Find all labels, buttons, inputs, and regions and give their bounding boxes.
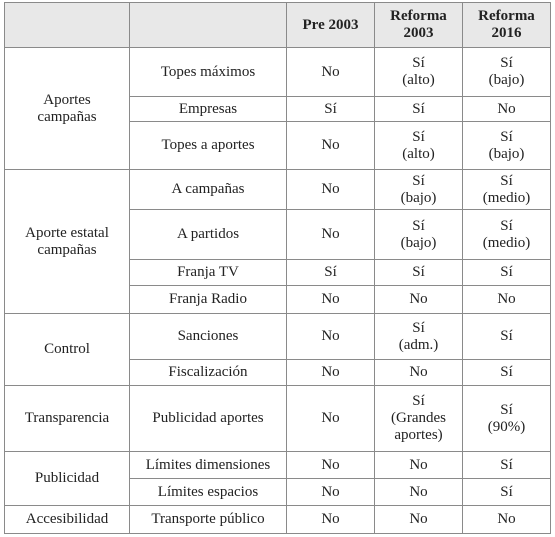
table-cell: Sí [286,259,375,286]
group-label: Accesibilidad [4,505,130,534]
header-cell [129,2,287,48]
table-cell: Sí (Grandes aportes) [374,385,463,452]
header-cell [4,2,130,48]
table-cell: Sí [374,259,463,286]
table-cell: No [286,47,375,97]
table-cell: No [286,385,375,452]
table-cell: No [462,96,551,122]
table-cell: Sí (90%) [462,385,551,452]
table-cell: Sí [286,96,375,122]
table-cell: No [286,505,375,534]
group-label: Aporte estatal campañas [4,169,130,314]
row-label: Transporte público [129,505,287,534]
header-cell: Reforma 2003 [374,2,463,48]
table-cell: No [374,359,463,386]
table-cell: Sí (alto) [374,47,463,97]
header-row: Pre 2003 Reforma 2003 Reforma 2016 [4,2,551,48]
table-row: A partidos No Sí (bajo) Sí (medio) [5,209,551,260]
header-cell: Reforma 2016 [462,2,551,48]
table-row: Fiscalización No No Sí [5,359,551,386]
table-cell: No [286,359,375,386]
row-label: Empresas [129,96,287,122]
row-label: Topes a aportes [129,121,287,170]
table-cell: No [286,313,375,360]
table-cell: No [286,478,375,506]
table: Pre 2003 Reforma 2003 Reforma 2016 Aportes… [4,2,551,534]
table-row: Transparencia Publicidad aportes No Sí (Gra… [4,385,551,452]
table-cell: No [286,169,375,210]
row-label: Límites dimensiones [129,451,287,479]
group-label: Aportes campañas [4,47,130,170]
row-label: Franja TV [129,259,287,286]
table-cell: Sí [462,313,551,360]
table-cell: Sí [462,259,551,286]
row-label: Publicidad aportes [129,385,287,452]
table-cell: No [374,451,463,479]
table-cell: Sí (bajo) [462,121,551,170]
table-cell: No [374,285,463,314]
table-cell: No [374,478,463,506]
table-cell: Sí [462,451,551,479]
group-label: Control [4,313,130,386]
table-row: Empresas Sí Sí No [5,96,551,122]
row-label: Límites espacios [129,478,287,506]
table-cell: Sí (alto) [374,121,463,170]
table-row: Accesibilidad Transporte público No No No [4,505,551,534]
table-cell: Sí (bajo) [462,47,551,97]
table-cell: No [286,451,375,479]
table-row: Franja TV Sí Sí Sí [5,259,551,286]
group-label: Publicidad [4,451,130,506]
table-cell: No [286,209,375,260]
table-cell: Sí (bajo) [374,209,463,260]
table-cell: No [286,285,375,314]
row-label: A partidos [129,209,287,260]
row-label: Sanciones [129,313,287,360]
header-cell: Pre 2003 [286,2,375,48]
table-row: Aporte estatal campañas A campañas No Sí (b… [4,169,551,314]
table-row: Control Sanciones No Sí (adm.) Sí [4,313,551,386]
table-cell: Sí (medio) [462,169,551,210]
table-cell: Sí [374,96,463,122]
table-cell: Sí (adm.) [374,313,463,360]
group-label: Transparencia [4,385,130,452]
table-cell: Sí (bajo) [374,169,463,210]
table-cell: Sí [462,359,551,386]
table-cell: No [462,505,551,534]
row-label: Fiscalización [129,359,287,386]
table-body: Aportes campañas Topes máximos No Sí (alto)… [4,47,551,534]
table-cell: No [374,505,463,534]
row-label: A campañas [129,169,287,210]
row-label: Franja Radio [129,285,287,314]
row-label: Topes máximos [129,47,287,97]
table-cell: Sí [462,478,551,506]
table-cell: No [462,285,551,314]
table-cell: Sí (medio) [462,209,551,260]
table-row: Aportes campañas Topes máximos No Sí (alto)… [4,47,551,170]
table-row: Franja Radio No No No [5,285,551,314]
table-row: Publicidad Límites dimensiones No No Sí [4,451,551,506]
table-cell: No [286,121,375,170]
